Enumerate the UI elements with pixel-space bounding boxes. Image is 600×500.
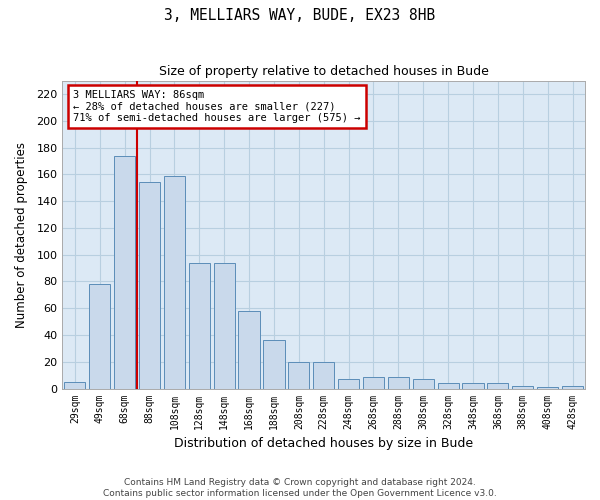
Title: Size of property relative to detached houses in Bude: Size of property relative to detached ho… — [159, 65, 488, 78]
Bar — [64, 382, 85, 388]
X-axis label: Distribution of detached houses by size in Bude: Distribution of detached houses by size … — [174, 437, 473, 450]
Bar — [363, 376, 384, 388]
Y-axis label: Number of detached properties: Number of detached properties — [15, 142, 28, 328]
Text: Contains HM Land Registry data © Crown copyright and database right 2024.
Contai: Contains HM Land Registry data © Crown c… — [103, 478, 497, 498]
Bar — [338, 379, 359, 388]
Bar — [288, 362, 310, 388]
Bar — [263, 340, 284, 388]
Bar — [164, 176, 185, 388]
Bar — [388, 376, 409, 388]
Bar — [313, 362, 334, 388]
Bar — [89, 284, 110, 389]
Bar — [487, 383, 508, 388]
Bar — [562, 386, 583, 388]
Bar — [537, 387, 558, 388]
Text: 3, MELLIARS WAY, BUDE, EX23 8HB: 3, MELLIARS WAY, BUDE, EX23 8HB — [164, 8, 436, 22]
Bar — [139, 182, 160, 388]
Bar — [437, 383, 459, 388]
Bar — [512, 386, 533, 388]
Text: 3 MELLIARS WAY: 86sqm
← 28% of detached houses are smaller (227)
71% of semi-det: 3 MELLIARS WAY: 86sqm ← 28% of detached … — [73, 90, 361, 123]
Bar — [413, 379, 434, 388]
Bar — [238, 311, 260, 388]
Bar — [463, 383, 484, 388]
Bar — [189, 262, 210, 388]
Bar — [214, 262, 235, 388]
Bar — [114, 156, 135, 388]
